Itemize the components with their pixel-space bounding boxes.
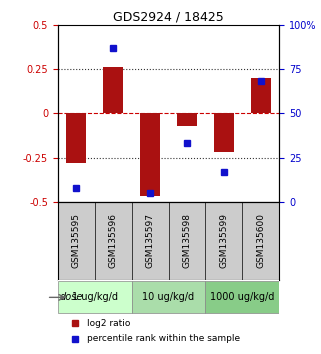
Text: GSM135596: GSM135596 [108,213,118,268]
FancyBboxPatch shape [205,281,279,313]
Title: GDS2924 / 18425: GDS2924 / 18425 [113,11,224,24]
Text: log2 ratio: log2 ratio [87,319,130,327]
Bar [251,78,271,113]
FancyBboxPatch shape [132,281,205,313]
Text: GSM135600: GSM135600 [256,213,265,268]
Text: dose: dose [60,292,83,302]
Text: 1 ug/kg/d: 1 ug/kg/d [72,292,118,302]
Text: 1000 ug/kg/d: 1000 ug/kg/d [210,292,274,302]
Text: GSM135595: GSM135595 [72,213,81,268]
Bar [66,113,86,163]
Bar [214,113,234,152]
Text: GSM135599: GSM135599 [219,213,229,268]
Bar [103,67,123,113]
Text: percentile rank within the sample: percentile rank within the sample [87,335,240,343]
Text: 10 ug/kg/d: 10 ug/kg/d [143,292,195,302]
FancyBboxPatch shape [58,281,132,313]
Text: GSM135598: GSM135598 [182,213,192,268]
Bar [140,113,160,196]
Bar [177,113,197,126]
Text: GSM135597: GSM135597 [145,213,155,268]
